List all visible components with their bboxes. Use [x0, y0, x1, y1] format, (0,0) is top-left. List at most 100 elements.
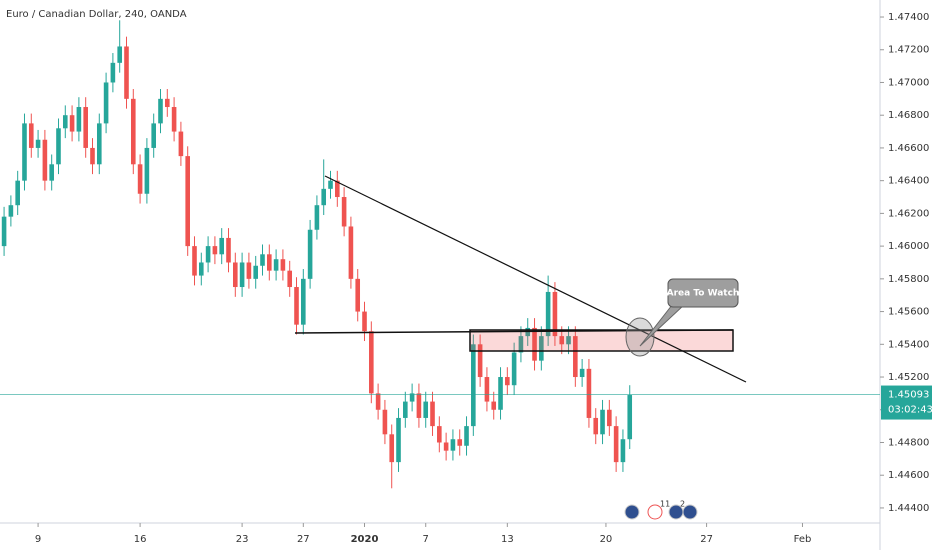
y-tick-label: 1.47200 [888, 45, 929, 56]
candle-body [573, 336, 578, 378]
candle-body [178, 131, 184, 157]
candle-body [144, 147, 150, 194]
candle-body [226, 237, 231, 263]
candle-body [450, 439, 456, 451]
callout-text: Area To Watch [667, 289, 740, 299]
candle-body [171, 107, 177, 132]
y-tick-label: 1.45200 [888, 372, 929, 383]
candle-body [8, 205, 14, 217]
candle-body [477, 344, 483, 378]
candle-body [362, 311, 367, 332]
candle-body [600, 409, 605, 435]
candle-body [566, 336, 571, 345]
candle-body [56, 128, 61, 165]
y-tick-label: 1.46200 [888, 208, 929, 219]
candle-body [416, 393, 422, 418]
y-tick-label: 1.44600 [888, 470, 929, 481]
y-tick-label: 1.45800 [888, 274, 929, 285]
y-tick-label: 1.46400 [888, 176, 929, 187]
countdown-label: 03:02:43 [888, 405, 932, 416]
x-tick-label: 13 [501, 534, 514, 545]
x-tick-label: Feb [794, 534, 812, 545]
y-tick-label: 1.44400 [888, 503, 929, 514]
candle-body [328, 180, 333, 189]
candle-body [511, 352, 517, 386]
candle-body [62, 115, 68, 129]
candle-body [532, 327, 537, 361]
x-tick-label: 23 [236, 534, 249, 545]
y-tick-label: 1.47000 [888, 77, 929, 88]
drawings: Area To Watch [294, 175, 747, 383]
candle-body [301, 278, 306, 325]
candle-body [464, 426, 469, 446]
candle-body [151, 123, 156, 148]
candle-body [267, 254, 272, 271]
last-price-label: 1.45093 [888, 390, 929, 401]
trend-line [324, 175, 747, 383]
candle-body [192, 246, 197, 276]
candle-body [437, 426, 442, 443]
y-tick-label: 1.44800 [888, 437, 929, 448]
candle-body [321, 188, 327, 206]
x-tick-label: 16 [134, 534, 147, 545]
candle-body [389, 434, 395, 463]
candle-body [484, 377, 490, 402]
candle-body [246, 262, 252, 279]
candle-body [348, 226, 354, 279]
plot-area [1, 20, 633, 489]
candle-body [233, 262, 238, 288]
candle-body [83, 107, 88, 148]
candle-body [375, 393, 381, 410]
candle-body [253, 265, 259, 279]
candle-body [607, 409, 612, 427]
candle-body [137, 164, 143, 194]
candle-body [205, 246, 211, 263]
candle-body [15, 180, 20, 206]
candle-body [1, 216, 7, 247]
candle-body [335, 180, 340, 198]
candle-body [369, 331, 374, 394]
y-tick-label: 1.47400 [888, 12, 929, 23]
candle-body [110, 62, 116, 83]
candle-body [273, 259, 279, 271]
candle-body [307, 229, 313, 279]
candle-body [260, 254, 265, 266]
zone-rectangle [469, 329, 734, 352]
watch-ellipse [625, 317, 655, 357]
candle-body [552, 291, 558, 337]
last-price-box [881, 385, 932, 420]
candle-body [49, 164, 54, 181]
candle-body [90, 147, 95, 165]
event-count: 11 [660, 500, 670, 509]
x-tick-label: 27 [297, 534, 310, 545]
candle-body [42, 139, 48, 181]
candle-body [76, 107, 82, 132]
candle-body [355, 278, 361, 312]
candle-body [545, 291, 551, 337]
event-icon[interactable] [647, 504, 663, 520]
candle-body [219, 237, 225, 255]
candle-body [382, 409, 388, 435]
callout-box [667, 278, 739, 308]
candle-body [103, 82, 109, 124]
event-icon[interactable] [682, 504, 698, 520]
candle-body [579, 368, 585, 378]
candle-body [430, 401, 435, 427]
candle-body [613, 426, 619, 463]
y-tick-label: 1.46800 [888, 110, 929, 121]
candle-body [505, 377, 510, 386]
candle-body [22, 123, 27, 181]
support-line [294, 329, 734, 334]
x-tick-label: 9 [35, 534, 41, 545]
y-tick-label: 1.46600 [888, 143, 929, 154]
candle-body [239, 262, 245, 288]
candle-body [423, 401, 429, 418]
event-count: 2 [680, 500, 685, 509]
event-icon[interactable] [624, 504, 640, 520]
x-tick-label: 2020 [351, 534, 379, 545]
candle-body [341, 197, 347, 227]
candle-body [627, 395, 633, 440]
candle-body [518, 336, 524, 353]
